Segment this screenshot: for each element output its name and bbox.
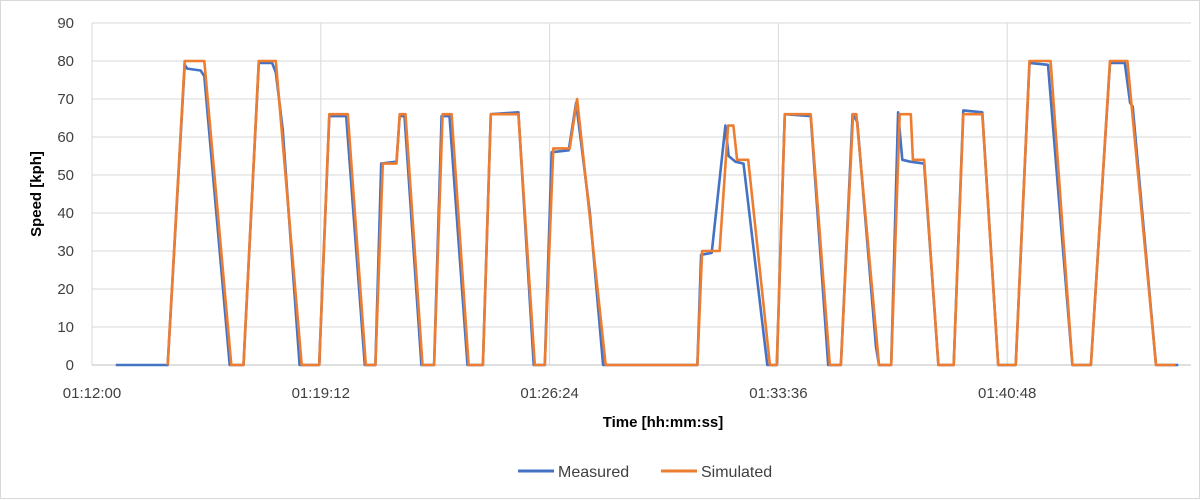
y-tick-label: 40: [57, 205, 74, 222]
x-tick-labels: 01:12:00 01:19:12 01:26:24 01:33:36 01:40:48: [63, 385, 1037, 402]
y-tick-label: 0: [66, 357, 74, 374]
y-axis-title: Speed [kph]: [28, 151, 45, 237]
y-tick-label: 60: [57, 129, 74, 146]
y-tick-label: 80: [57, 53, 74, 70]
y-tick-label: 10: [57, 319, 74, 336]
legend: Measured Simulated: [518, 464, 772, 481]
y-tick-label: 30: [57, 243, 74, 260]
legend-measured-label: Measured: [558, 464, 629, 481]
series-line-simulated: [166, 59, 1176, 367]
x-tick-label: 01:33:36: [749, 385, 807, 402]
y-tick-label: 50: [57, 167, 74, 184]
y-tick-label: 20: [57, 281, 74, 298]
series-lines: [115, 59, 1179, 367]
x-tick-label: 01:40:48: [978, 385, 1036, 402]
legend-simulated-label: Simulated: [701, 464, 772, 481]
x-axis-title: Time [hh:mm:ss]: [603, 414, 724, 431]
y-tick-labels: 0 10 20 30 40 50 60 70 80 90: [57, 15, 74, 374]
x-tick-label: 01:19:12: [292, 385, 350, 402]
y-tick-label: 90: [57, 15, 74, 32]
y-tick-label: 70: [57, 91, 74, 108]
x-tick-label: 01:12:00: [63, 385, 121, 402]
x-tick-label: 01:26:24: [520, 385, 578, 402]
